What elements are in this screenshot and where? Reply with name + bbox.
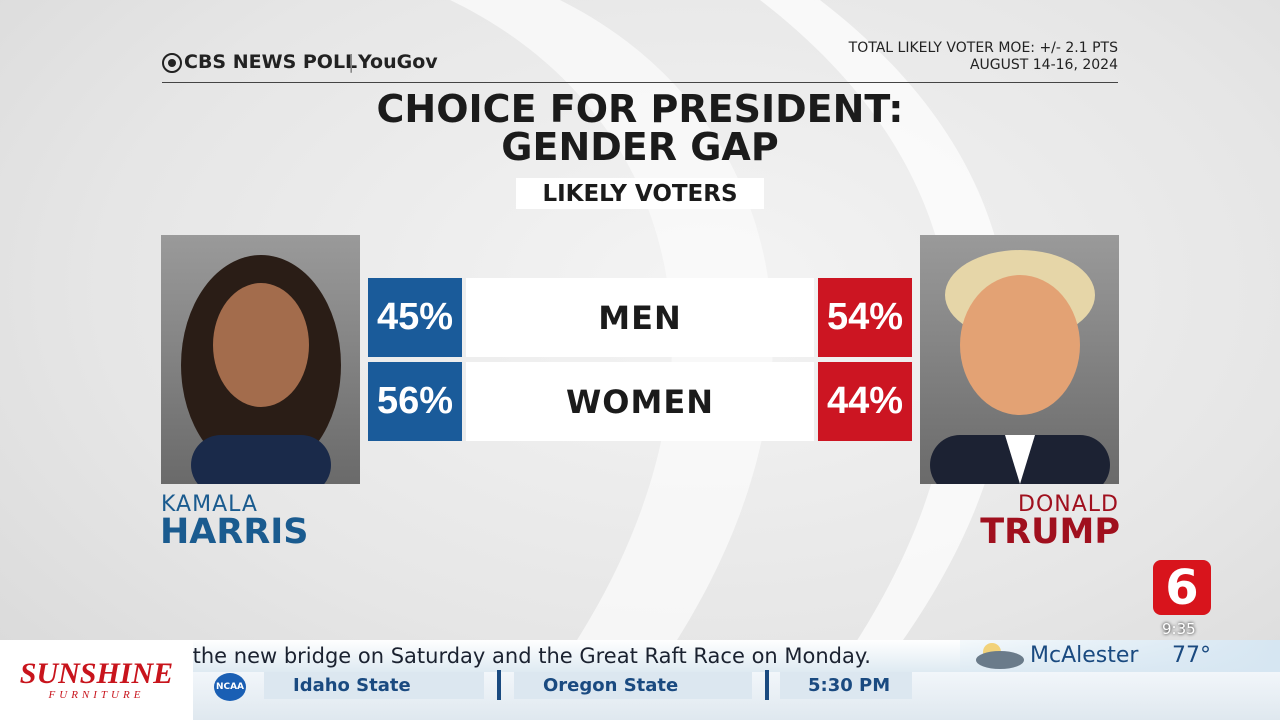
candidate-first: KAMALA [161, 492, 258, 517]
league-logo: NCAA [214, 673, 246, 701]
subtitle: LIKELY VOTERS [516, 178, 764, 209]
separator [497, 670, 501, 700]
game-time: 5:30 PM [808, 675, 891, 696]
brand: CBS NEWS POLL [184, 51, 358, 73]
team: Idaho State [293, 675, 411, 696]
crawl-text: s the new bridge on Saturday and the Gre… [175, 644, 871, 668]
separator [765, 670, 769, 700]
weather-temp: 77° [1172, 643, 1211, 668]
dates: AUGUST 14-16, 2024 [969, 57, 1118, 73]
trump-percent: 44% [818, 362, 912, 441]
moe: TOTAL LIKELY VOTER MOE: +/- 2.1 PTS [848, 40, 1118, 56]
divider: | [348, 51, 355, 73]
sponsor-box: SUNSHINE FURNITURE [0, 640, 193, 720]
candidate-first: DONALD [1018, 492, 1119, 517]
weather-city: McAlester [1030, 643, 1139, 668]
title-line: GENDER GAP [501, 125, 779, 169]
clock: 9:35 [1162, 620, 1196, 638]
score-cell [514, 672, 752, 699]
title-line: CHOICE FOR PRESIDENT: [376, 87, 904, 131]
channel-logo: 6 [1153, 560, 1211, 616]
candidate-last: HARRIS [160, 512, 309, 552]
group-label: MEN [466, 278, 814, 357]
harris-photo [161, 235, 360, 484]
trump-percent: 54% [818, 278, 912, 357]
harris-percent: 45% [368, 278, 462, 357]
team: Oregon State [543, 675, 679, 696]
trump-photo [920, 235, 1119, 484]
group-label: WOMEN [466, 362, 814, 441]
harris-percent: 56% [368, 362, 462, 441]
candidate-last: TRUMP [980, 512, 1120, 552]
cbs-eye-logo [162, 53, 182, 73]
sponsor: SUNSHINE [19, 657, 174, 690]
sponsor-sub: FURNITURE [48, 689, 145, 701]
partner: YouGov [358, 51, 438, 73]
weather-icon [976, 643, 1024, 669]
score-cell [264, 672, 484, 699]
title: CHOICE FOR PRESIDENT: GENDER GAP [0, 90, 1280, 166]
header-rule [162, 82, 1118, 83]
score-cell [780, 672, 912, 699]
